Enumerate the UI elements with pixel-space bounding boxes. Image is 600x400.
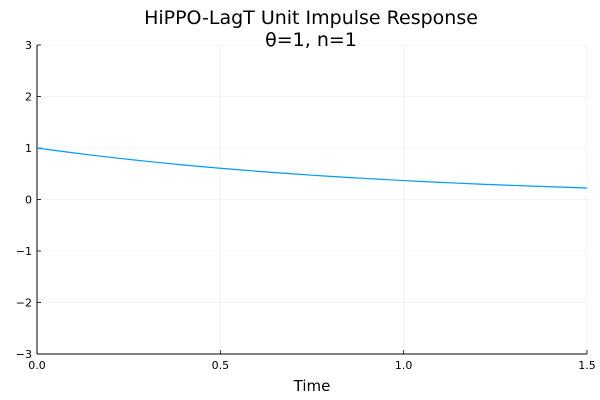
grid-lines [36, 44, 588, 355]
x-tick-label-1: 0.5 [212, 359, 230, 372]
axes [36, 44, 588, 355]
series-line-0 [36, 147, 588, 189]
tick-labels: 0.0 0.5 1.0 1.5 −3 −2 −1 0 1 2 3 [16, 39, 596, 372]
chart-subtitle: θ=1, n=1 [265, 29, 357, 51]
y-tick-label-0: −3 [16, 348, 32, 361]
y-tick-label-4: 1 [25, 142, 32, 155]
series-layer [36, 147, 588, 189]
x-axis-label: Time [293, 377, 331, 395]
y-tick-label-3: 0 [25, 194, 32, 207]
y-tick-label-1: −2 [16, 297, 32, 310]
y-tick-label-2: −1 [16, 245, 32, 258]
x-tick-label-0: 0.0 [28, 359, 46, 372]
x-tick-label-2: 1.0 [395, 359, 413, 372]
x-tick-label-3: 1.5 [578, 359, 596, 372]
y-tick-label-5: 2 [25, 91, 32, 104]
y-tick-label-6: 3 [25, 39, 32, 52]
chart-title: HiPPO-LagT Unit Impulse Response [144, 7, 478, 29]
